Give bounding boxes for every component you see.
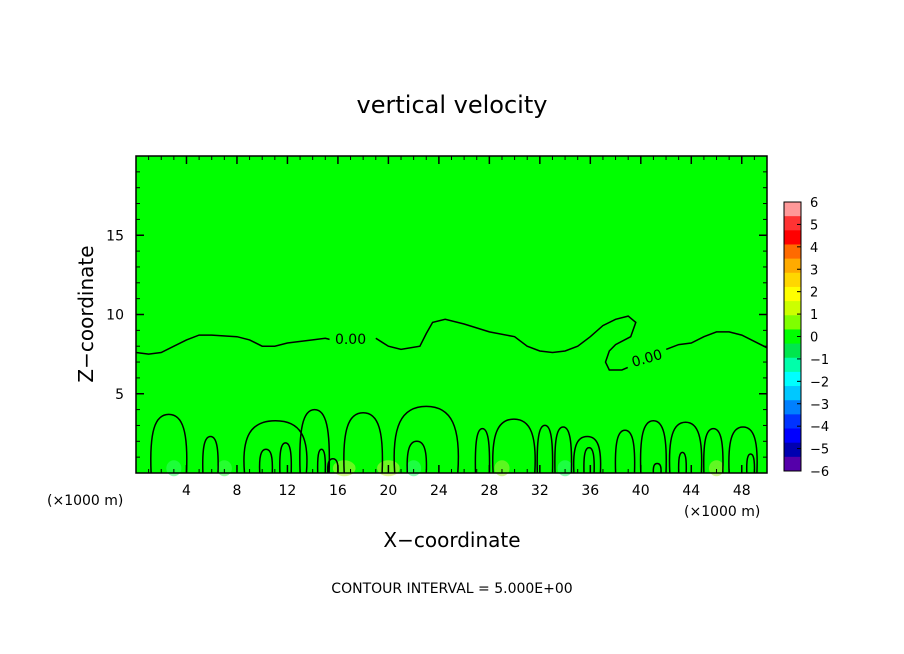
plume-contour (258, 448, 274, 474)
colorbar-swatch (784, 230, 801, 245)
colorbar: 6 5 4 3 2 1 0 −1 −2 −3 −4 −5 −6 (783, 196, 829, 480)
plume-contour (343, 412, 384, 474)
x-axis-title: X−coordinate (383, 528, 520, 552)
x-tick-label: 44 (682, 483, 700, 499)
x-tick-label: 36 (581, 483, 599, 499)
x-unit-label-right: (×1000 m) (684, 504, 760, 520)
colorbar-label: 2 (810, 286, 818, 301)
plume-contour (150, 413, 188, 474)
contour-lines (135, 315, 768, 474)
plume-contour (201, 435, 219, 474)
colorbar-swatch (784, 386, 801, 401)
colorbar-swatch (784, 414, 801, 430)
plume-contour (614, 429, 636, 474)
field-patch (494, 460, 510, 477)
x-tick-label: 4 (182, 483, 191, 499)
x-tick-label: 12 (279, 483, 297, 499)
field-background (136, 156, 767, 473)
field-patch (406, 460, 422, 477)
colorbar-swatch (784, 315, 801, 330)
y-axis-title: Z−coordinate (74, 245, 98, 382)
contour-line (375, 315, 637, 371)
plume-contour (572, 435, 602, 474)
colorbar-swatch (784, 456, 801, 472)
plume-contour (474, 427, 491, 474)
colorbar-swatch (784, 286, 801, 302)
field-patch (166, 460, 182, 477)
plume-contour (652, 462, 662, 474)
colorbar-swatch (784, 371, 801, 387)
colorbar-label: −1 (810, 353, 829, 368)
colorbar-swatch (784, 329, 801, 345)
colorbar-swatch (784, 442, 801, 458)
colorbar-label: −4 (810, 420, 829, 435)
contour-line (665, 331, 768, 351)
colorbar-swatch (784, 258, 801, 274)
colorbar-swatch (784, 400, 801, 415)
colorbar-swatch (784, 428, 801, 444)
x-tick-label: 8 (232, 483, 241, 499)
y-tick-label: 15 (106, 228, 124, 244)
field-patch (216, 460, 232, 477)
plume-contour (668, 421, 703, 474)
y-axis-ticks: 5 10 15 (106, 171, 767, 458)
plume-contour (299, 408, 331, 474)
plume-contour (536, 424, 554, 474)
plume-contour (702, 427, 724, 474)
contour-label-bg (624, 343, 669, 371)
plume-contour (728, 426, 758, 474)
x-tick-label: 20 (379, 483, 397, 499)
colorbar-swatch (784, 301, 801, 316)
x-tick-label: 16 (329, 483, 347, 499)
y-tick-label: 10 (106, 308, 124, 324)
colorbar-label: 6 (810, 196, 818, 211)
field-patch (708, 460, 725, 477)
colorbar-swatch (784, 343, 801, 359)
field-patch (557, 460, 573, 477)
colorbar-swatch (784, 216, 801, 231)
colorbar-label: −3 (810, 398, 829, 413)
plume-contour (677, 451, 688, 474)
x-tick-label: 32 (531, 483, 549, 499)
colorbar-label: 3 (810, 263, 818, 278)
contour-label: 0.00 (335, 332, 366, 348)
colorbar-label: 4 (810, 241, 818, 256)
plume-contour (243, 419, 308, 474)
plume-contour (406, 440, 428, 474)
y-tick-label: 5 (115, 387, 124, 403)
plume-contour (554, 426, 573, 474)
colorbar-swatch (784, 244, 801, 260)
colorbar-swatch (784, 357, 801, 373)
colorbar-label: −6 (810, 465, 829, 480)
x-tick-label: 40 (632, 483, 650, 499)
contour-interval-footer: CONTOUR INTERVAL = 5.000E+00 (331, 581, 572, 597)
contour-labels: 0.000.00 (329, 329, 669, 371)
x-tick-label: 24 (430, 483, 448, 499)
x-tick-label: 28 (480, 483, 498, 499)
contour-line (135, 334, 332, 355)
plume-contour (279, 442, 293, 474)
contour-label-bg (329, 329, 372, 346)
colorbar-label: 0 (810, 331, 818, 346)
colorbar-label: −2 (810, 375, 829, 390)
colorbar-label: −5 (810, 443, 829, 458)
plume-contour (639, 419, 667, 474)
colorbar-swatch (784, 202, 801, 217)
colorbar-swatch (784, 272, 801, 288)
plume-contour (745, 453, 756, 474)
plume-contour (316, 448, 327, 474)
x-tick-label: 48 (733, 483, 751, 499)
colorbar-label: 1 (810, 308, 818, 323)
x-unit-label-left: (×1000 m) (47, 493, 123, 509)
x-axis-ticks: 4 8 12 16 20 24 28 32 36 40 44 48 (148, 156, 755, 499)
plume-contour (583, 446, 595, 474)
colorbar-label: 5 (810, 218, 818, 233)
plume-contour (393, 405, 460, 474)
chart-title: vertical velocity (357, 91, 548, 119)
plume-contour (491, 418, 536, 474)
